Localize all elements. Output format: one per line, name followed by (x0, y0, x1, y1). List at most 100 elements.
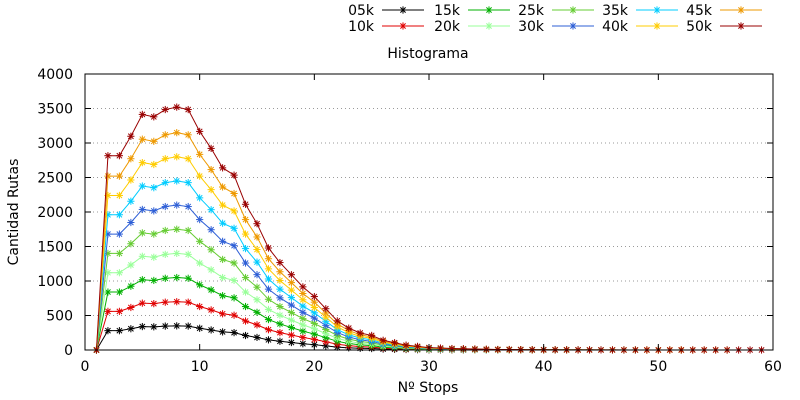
data-point (150, 207, 158, 215)
data-point (230, 171, 238, 179)
data-point (264, 295, 273, 303)
data-point (287, 308, 295, 317)
legend-label: 25k (518, 3, 545, 19)
data-point (207, 286, 215, 294)
x-tick-label: 50 (649, 359, 667, 375)
legend-label: 50k (686, 19, 713, 35)
data-point (207, 206, 215, 214)
legend-item-40k: 40k (602, 19, 678, 35)
data-point (264, 275, 273, 283)
data-point (264, 315, 273, 324)
data-point (241, 273, 250, 282)
series-layer (92, 103, 766, 354)
data-point (138, 135, 146, 143)
data-point (196, 215, 204, 224)
data-point (115, 288, 123, 296)
legend-item-30k: 30k (518, 19, 594, 35)
series-line (95, 132, 728, 351)
data-point (127, 218, 135, 227)
data-point (230, 207, 238, 215)
data-point (184, 298, 192, 306)
legend-marker (569, 22, 577, 30)
data-point (219, 183, 227, 191)
data-point (230, 259, 238, 267)
data-point (253, 233, 261, 241)
data-point (184, 105, 192, 114)
data-point (173, 177, 181, 185)
data-point (230, 311, 238, 319)
x-axis-title: Nº Stops (398, 380, 459, 396)
legend-label: 20k (434, 19, 461, 35)
data-point (299, 302, 307, 310)
x-tick-label: 60 (764, 359, 782, 375)
legend-marker (485, 6, 493, 14)
data-point (276, 285, 284, 293)
data-point (138, 229, 146, 237)
data-point (219, 273, 227, 282)
legend-label: 30k (518, 19, 545, 35)
series-line (95, 228, 567, 351)
data-point (115, 152, 123, 160)
data-point (241, 230, 250, 238)
data-point (241, 302, 250, 311)
data-point (196, 237, 204, 245)
data-point (150, 253, 158, 261)
data-point (173, 273, 181, 282)
data-point (402, 341, 410, 349)
data-point (207, 326, 215, 334)
y-tick-label: 3000 (37, 136, 73, 152)
data-point (276, 311, 284, 319)
data-point (219, 164, 227, 172)
data-point (184, 131, 192, 139)
legend-marker (737, 6, 745, 14)
data-point (207, 306, 215, 314)
data-point (356, 329, 364, 337)
data-point (219, 237, 227, 245)
grid (85, 108, 773, 316)
data-point (299, 327, 307, 335)
data-point (196, 324, 204, 332)
data-point (161, 322, 169, 330)
data-point (207, 246, 215, 254)
data-point (241, 259, 250, 267)
data-point (276, 337, 284, 345)
data-point (264, 285, 273, 293)
data-point (184, 250, 192, 258)
data-point (127, 240, 135, 248)
data-point (253, 245, 261, 254)
data-point (230, 329, 238, 337)
data-point (161, 179, 169, 187)
data-point (253, 333, 261, 342)
data-point (264, 265, 273, 273)
data-point (276, 268, 284, 276)
legend-marker (399, 6, 407, 14)
data-point (196, 302, 204, 311)
data-point (241, 288, 250, 296)
data-point (230, 189, 238, 198)
data-point (230, 224, 238, 232)
data-point (173, 322, 181, 330)
data-point (150, 184, 158, 192)
legend-marker (485, 22, 493, 30)
x-tick-label: 20 (305, 359, 323, 375)
x-tick-label: 30 (420, 359, 438, 375)
data-point (150, 323, 158, 331)
data-point (287, 331, 295, 339)
data-point (184, 322, 192, 330)
series-25k (92, 225, 571, 354)
data-point (230, 242, 238, 250)
data-point (299, 283, 307, 291)
data-point (299, 321, 307, 329)
data-point (196, 172, 204, 180)
data-point (196, 150, 204, 158)
data-point (150, 300, 158, 308)
data-point (127, 303, 135, 312)
data-point (127, 325, 135, 333)
data-point (299, 315, 307, 323)
data-point (310, 314, 318, 322)
data-point (253, 296, 261, 304)
chart-title: Histograma (387, 46, 468, 62)
axis-ticks: 0 500 1000 1500 2000 2500 3000 3500 4000 0 10 20 30 4… (37, 67, 782, 375)
data-point (287, 323, 295, 332)
